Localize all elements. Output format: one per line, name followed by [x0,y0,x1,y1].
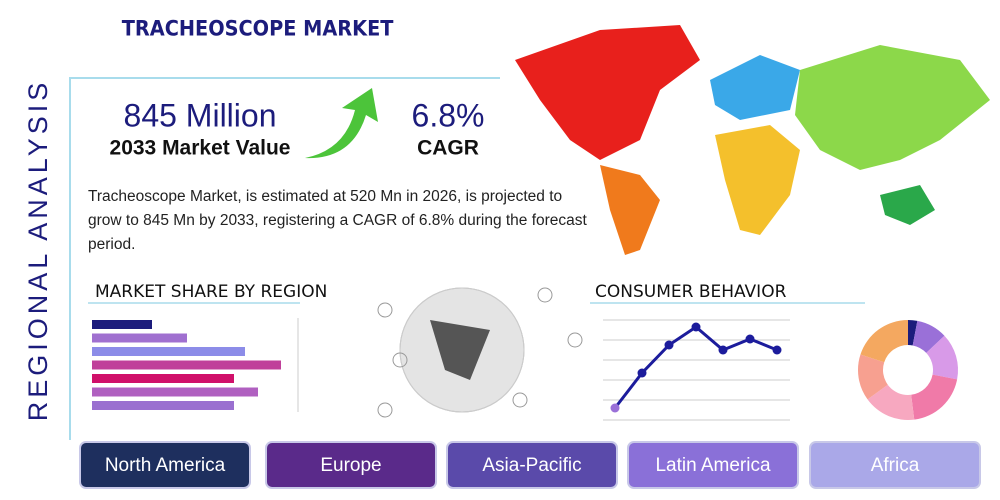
bar [92,401,234,410]
bar [92,347,245,356]
stat-value: 845 Million [124,97,277,133]
stat-label: CAGR [417,137,479,160]
side-label: REGIONAL ANALYSIS [23,79,53,422]
description-box: Tracheoscope Market, is estimated at 520… [88,188,587,253]
donut-slice [911,374,958,420]
donut-slice [858,354,888,400]
donut-slice [926,335,959,380]
region-button [265,441,437,489]
world-map [515,25,990,255]
frame [69,77,500,440]
region-label: Asia-Pacific [482,455,581,476]
region-button [627,441,799,489]
stat-value: 6.8% [412,97,485,133]
globe [377,287,583,418]
stat-label: 2033 Market Value [110,137,291,160]
point [664,340,674,350]
bar [92,387,258,397]
region-buttons: North America Europe Asia-Pacific Latin Ame… [79,441,981,489]
title: TRACHEOSCOPE MARKET [122,16,394,41]
point [691,322,701,332]
section-title: CONSUMER BEHAVIOR [595,282,787,302]
description: Tracheoscope Market, is estimated at 520… [88,188,587,253]
region-label: Europe [320,455,381,476]
region-label: Latin America [655,455,771,476]
bar [92,333,187,343]
bar [92,374,234,383]
donut-slice [912,320,945,353]
region-label: North America [105,455,226,476]
point [610,403,620,413]
section-title: MARKET SHARE BY REGION [95,282,327,302]
region-button [446,441,618,489]
bar [92,360,281,370]
arrow [305,88,378,159]
point [718,345,728,355]
donut-slice [860,320,908,363]
point [772,345,782,355]
point [637,368,647,378]
region-button [809,441,981,489]
point [745,334,755,344]
region-label: Africa [871,455,920,476]
bar [92,320,152,329]
donut-slice [908,320,918,346]
donut-slice [867,384,915,420]
region-button [79,441,251,489]
